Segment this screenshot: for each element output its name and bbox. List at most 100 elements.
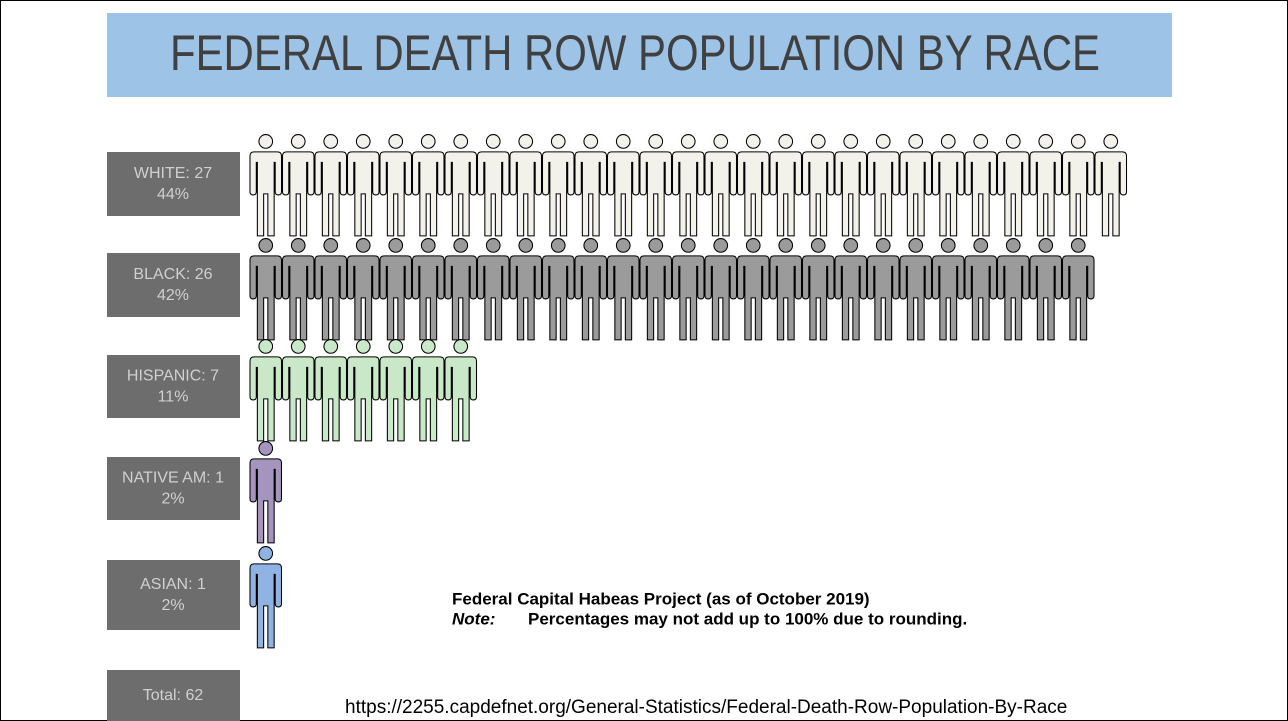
person-icon	[671, 134, 705, 237]
person-body	[1029, 255, 1063, 341]
person-head	[1005, 238, 1021, 253]
percent-label: 42%	[157, 287, 189, 304]
person-icon	[346, 134, 380, 237]
icon-row	[249, 339, 478, 442]
person-head	[1070, 238, 1086, 253]
person-icon	[639, 238, 673, 341]
person-body	[314, 151, 348, 237]
person-head	[908, 134, 924, 149]
person-body	[249, 255, 283, 341]
person-icon	[1061, 238, 1095, 341]
person-icon	[931, 134, 965, 237]
person-icon	[444, 238, 478, 341]
person-icon	[509, 238, 543, 341]
person-body	[899, 255, 933, 341]
category-label: WHITE: 27	[134, 165, 212, 182]
total-label: Total: 62	[143, 687, 204, 704]
person-icon	[281, 238, 315, 341]
person-head	[973, 238, 989, 253]
person-icon	[704, 134, 738, 237]
person-body	[866, 151, 900, 237]
person-body	[379, 255, 413, 341]
person-icon	[314, 134, 348, 237]
person-head	[973, 134, 989, 149]
person-icon	[314, 238, 348, 341]
person-body	[281, 151, 315, 237]
person-icon	[574, 238, 608, 341]
person-body	[964, 255, 998, 341]
person-head	[680, 238, 696, 253]
person-body	[704, 151, 738, 237]
person-body	[996, 151, 1030, 237]
person-body	[834, 255, 868, 341]
person-head	[388, 339, 404, 354]
person-body	[931, 151, 965, 237]
person-head	[713, 134, 729, 149]
person-icon	[801, 134, 835, 237]
person-body	[379, 151, 413, 237]
icon-row	[249, 546, 283, 649]
person-head	[615, 134, 631, 149]
person-body	[671, 255, 705, 341]
person-body	[866, 255, 900, 341]
person-head	[518, 134, 534, 149]
person-head	[940, 134, 956, 149]
person-icon	[639, 134, 673, 237]
percent-label: 2%	[161, 491, 184, 508]
person-head	[355, 339, 371, 354]
person-icon	[996, 134, 1030, 237]
category-label: BLACK: 26	[133, 266, 212, 283]
person-body	[541, 255, 575, 341]
person-icon	[964, 238, 998, 341]
person-icon	[606, 134, 640, 237]
label-box	[107, 560, 240, 630]
person-body	[411, 356, 445, 442]
person-head	[843, 238, 859, 253]
person-icon	[444, 339, 478, 442]
person-body	[931, 255, 965, 341]
person-body	[281, 356, 315, 442]
person-head	[583, 134, 599, 149]
person-head	[1103, 134, 1119, 149]
person-icon	[346, 339, 380, 442]
person-icon	[801, 238, 835, 341]
person-head	[290, 339, 306, 354]
category-label: NATIVE AM: 1	[122, 470, 224, 487]
person-icon	[249, 134, 283, 237]
person-head	[648, 238, 664, 253]
person-head	[583, 238, 599, 253]
person-head	[258, 238, 274, 253]
person-body	[541, 151, 575, 237]
person-head	[485, 134, 501, 149]
person-head	[388, 134, 404, 149]
person-head	[550, 134, 566, 149]
person-body	[411, 255, 445, 341]
person-head	[843, 134, 859, 149]
person-body	[1094, 151, 1128, 237]
person-icon	[736, 238, 770, 341]
person-body	[314, 356, 348, 442]
person-icon	[1094, 134, 1128, 237]
category-label: HISPANIC: 7	[127, 368, 219, 385]
person-icon	[411, 339, 445, 442]
percent-label: 11%	[158, 389, 189, 406]
label-box	[107, 355, 240, 418]
person-body	[736, 151, 770, 237]
note: Percentages may not add up to 100% due t…	[528, 609, 967, 628]
person-body	[346, 151, 380, 237]
person-body	[736, 255, 770, 341]
person-head	[745, 238, 761, 253]
person-head	[1070, 134, 1086, 149]
label-box	[107, 457, 240, 520]
person-head	[258, 339, 274, 354]
person-icon	[769, 238, 803, 341]
person-icon	[281, 134, 315, 237]
person-body	[769, 255, 803, 341]
note-label: Note:	[452, 609, 495, 628]
url: https://2255.capdefnet.org/General-Stati…	[345, 697, 1067, 718]
person-icon	[1029, 134, 1063, 237]
person-body	[411, 151, 445, 237]
person-head	[810, 238, 826, 253]
person-icon	[541, 134, 575, 237]
